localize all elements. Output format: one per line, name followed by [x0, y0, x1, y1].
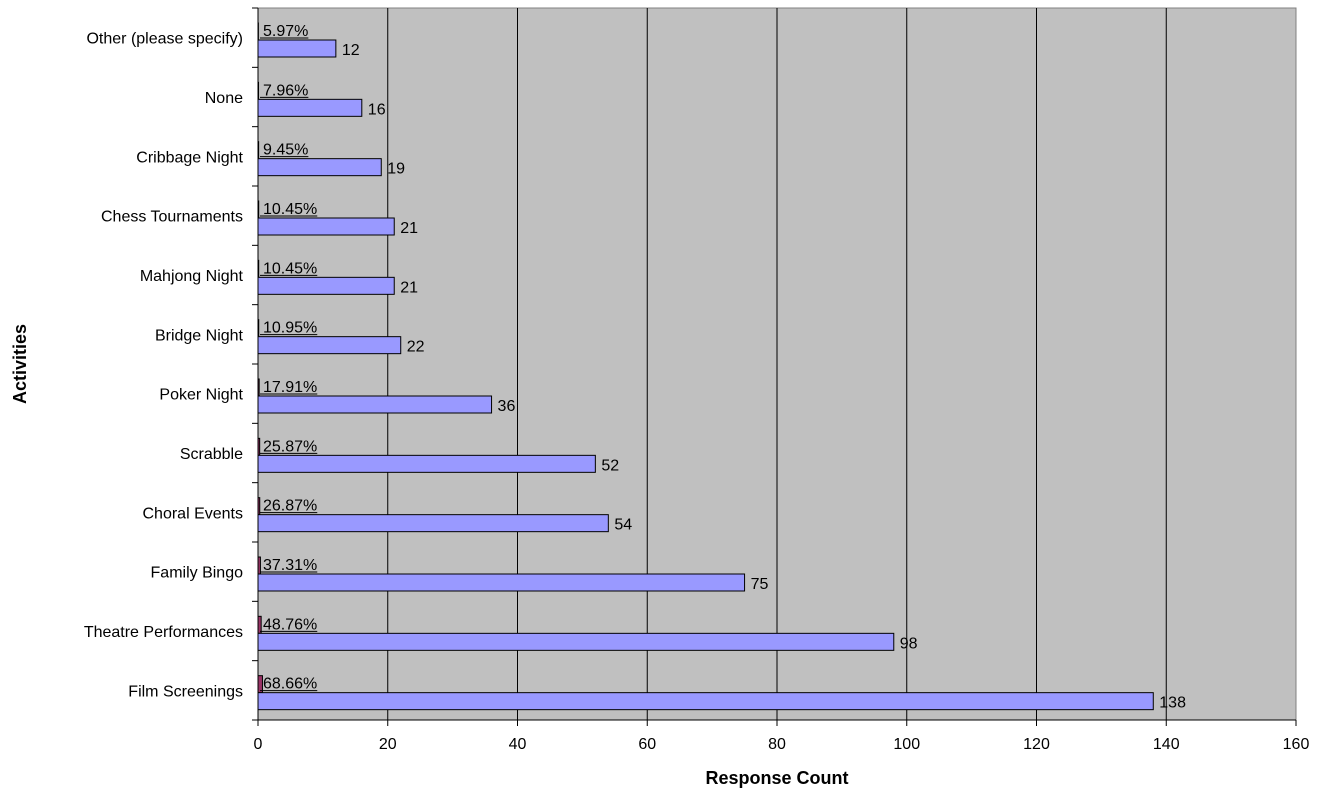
- category-label: Other (please specify): [86, 31, 243, 48]
- data-label-count: 22: [407, 339, 425, 356]
- data-label-percent: 68.66%: [263, 676, 317, 693]
- x-tick-label: 40: [509, 736, 527, 753]
- gridlines: [387, 8, 1167, 720]
- x-tick-label: 100: [893, 736, 920, 753]
- bar-count: [257, 692, 1154, 711]
- data-label-count: 75: [751, 576, 769, 593]
- data-label-count: 21: [400, 220, 418, 237]
- category-label: Bridge Night: [155, 327, 244, 344]
- bar-count: [257, 395, 493, 414]
- x-tick-label: 80: [768, 736, 786, 753]
- data-label-percent: 17.91%: [263, 379, 317, 396]
- bar-count: [257, 454, 596, 473]
- x-tick-label: 140: [1153, 736, 1180, 753]
- y-axis-title: Activities: [10, 324, 30, 404]
- data-label-percent: 48.76%: [263, 616, 317, 633]
- bar-count: [257, 514, 609, 533]
- x-tick-label: 160: [1283, 736, 1310, 753]
- x-tick-label: 0: [254, 736, 263, 753]
- bar-count: [257, 573, 746, 592]
- data-label-count: 98: [900, 635, 918, 652]
- data-label-percent: 7.96%: [263, 82, 308, 99]
- axes: [252, 7, 1297, 726]
- data-label-percent: 26.87%: [263, 498, 317, 515]
- data-label-percent: 5.97%: [263, 23, 308, 40]
- category-label: Poker Night: [159, 387, 243, 404]
- category-label: Chess Tournaments: [101, 209, 243, 226]
- category-label: None: [205, 90, 243, 107]
- data-label-count: 36: [498, 398, 516, 415]
- data-label-percent: 25.87%: [263, 438, 317, 455]
- data-label-count: 52: [601, 457, 619, 474]
- bar-percent: [257, 675, 263, 694]
- data-label-count: 138: [1159, 695, 1186, 712]
- data-label-percent: 10.45%: [263, 201, 317, 218]
- category-label: Scrabble: [180, 446, 243, 463]
- x-tick-label: 20: [379, 736, 397, 753]
- bar-count: [257, 276, 395, 295]
- data-label-count: 21: [400, 279, 418, 296]
- data-labels: 5.97% 12 7.96% 16 9.45% 19 10.45% 21 10.45% 21 10.…: [260, 23, 1186, 712]
- data-label-percent: 10.95%: [263, 320, 317, 337]
- data-label-percent: 9.45%: [263, 142, 308, 159]
- data-label-percent: 10.45%: [263, 260, 317, 277]
- data-label-count: 12: [342, 42, 360, 59]
- x-tick-label: 120: [1023, 736, 1050, 753]
- bars: [257, 22, 1154, 711]
- category-label: Mahjong Night: [140, 268, 244, 285]
- bar-count: [257, 632, 895, 651]
- data-label-count: 19: [387, 161, 405, 178]
- category-label: Choral Events: [143, 505, 244, 522]
- category-label: Theatre Performances: [84, 624, 243, 641]
- x-axis-title: Response Count: [705, 768, 848, 788]
- data-label-percent: 37.31%: [263, 557, 317, 574]
- bar-count: [257, 336, 402, 355]
- bar-count: [257, 217, 395, 236]
- x-tick-label: 60: [638, 736, 656, 753]
- bar-count: [257, 39, 337, 58]
- data-label-count: 54: [614, 517, 632, 534]
- data-label-count: 16: [368, 101, 386, 118]
- category-label: Family Bingo: [151, 565, 244, 582]
- category-labels: Other (please specify) None Cribbage Night…: [84, 31, 244, 701]
- category-label: Film Screenings: [128, 683, 243, 700]
- bar-count: [257, 98, 363, 117]
- x-tick-labels: 0 20 40 60 80 100 120 140 160: [254, 736, 1310, 753]
- bar-count: [257, 158, 382, 177]
- category-label: Cribbage Night: [136, 149, 243, 166]
